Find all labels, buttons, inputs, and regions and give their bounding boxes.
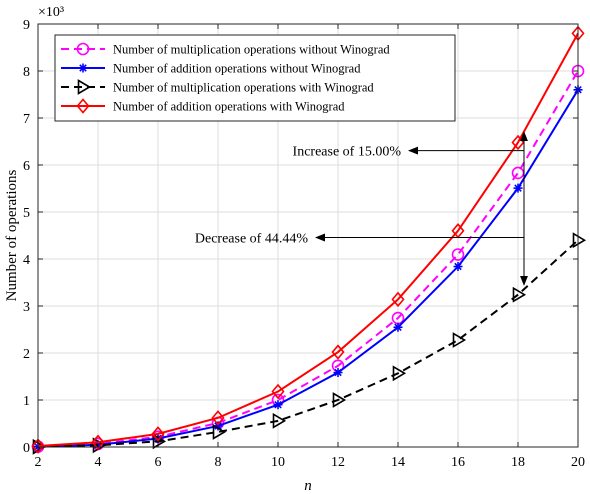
series-2-point — [513, 183, 523, 193]
asterisk-stroke — [214, 422, 222, 430]
series-lines — [31, 25, 587, 455]
series-3-point — [512, 286, 527, 303]
y-tick-label: 3 — [23, 300, 30, 315]
y-axis-label: Number of operations — [4, 170, 20, 302]
asterisk-stroke — [394, 323, 402, 331]
series-4-point — [331, 344, 345, 360]
x-tick-label: 18 — [511, 455, 525, 470]
y-tick-label: 7 — [23, 112, 30, 127]
legend-entry-label: Number of addition operations without Wi… — [113, 62, 361, 76]
series-1-point — [451, 248, 465, 261]
y-tick-label: 6 — [23, 159, 30, 174]
x-tick-label: 14 — [391, 455, 405, 470]
series-2-point — [393, 322, 403, 332]
legend: Number of multiplication operations with… — [54, 34, 456, 122]
legend-swatch-marker — [76, 42, 90, 56]
x-tick-label: 8 — [215, 455, 222, 470]
legend-entry-label: Number of multiplication operations with… — [113, 43, 390, 57]
x-tick-label: 2 — [35, 455, 42, 470]
series-3-point — [332, 392, 347, 408]
series-1-line — [37, 70, 579, 448]
series-3-point — [212, 424, 227, 440]
legend-swatch-marker — [78, 63, 88, 73]
series-4-point — [211, 410, 225, 426]
series-3-point — [272, 412, 287, 429]
asterisk-stroke — [274, 400, 282, 409]
legend-swatch-marker — [77, 79, 92, 95]
asterisk-stroke — [454, 262, 462, 271]
series-3-line — [37, 239, 579, 448]
asterisk-stroke — [79, 64, 87, 72]
y-tick-label: 1 — [23, 394, 30, 409]
annotation-label: Increase of 15.00% — [293, 145, 402, 160]
x-tick-label: 20 — [571, 455, 585, 470]
series-4-point — [271, 383, 285, 400]
x-tick-label: 4 — [95, 455, 102, 470]
legend-entry-label: Number of multiplication operations with… — [113, 81, 374, 95]
series-2-point — [453, 262, 463, 272]
y-tick-label: 2 — [23, 347, 30, 362]
series-2-point — [273, 400, 283, 410]
series-4-point — [151, 426, 165, 442]
series-4-line — [37, 32, 579, 448]
legend-entry-label: Number of addition operations with Winog… — [113, 100, 345, 114]
y-tick-label: 9 — [23, 18, 30, 33]
series-4-point — [31, 438, 45, 454]
plot-frame — [37, 23, 579, 448]
series-4-point — [91, 434, 105, 451]
x-axis-label: n — [304, 478, 312, 494]
x-tick-label: 12 — [331, 455, 345, 470]
series-2-point — [333, 368, 343, 378]
x-tick-label: 6 — [155, 455, 162, 470]
annotation-label: Decrease of 44.44% — [195, 232, 308, 247]
y-tick-label: 5 — [23, 206, 30, 221]
axes-box — [37, 23, 579, 448]
y-tick-label: 0 — [23, 441, 30, 456]
x-tick-label: 16 — [451, 455, 465, 470]
y-tick-label: 8 — [23, 65, 30, 80]
annotations: Increase of 15.00% Decrease of 44.44% — [195, 131, 528, 286]
series-2-line — [37, 89, 579, 448]
series-3-point — [452, 332, 467, 348]
legend-box — [54, 34, 456, 122]
series-3-point — [392, 365, 407, 382]
series-4-point — [391, 291, 405, 308]
y-multiplier-label: ×10³ — [38, 5, 64, 20]
series-3-point — [572, 232, 587, 249]
asterisk-stroke — [514, 184, 522, 192]
x-tick-label: 10 — [271, 455, 285, 470]
legend-swatch-marker — [76, 98, 90, 114]
asterisk-stroke — [334, 368, 342, 377]
y-tick-label: 4 — [23, 253, 30, 268]
